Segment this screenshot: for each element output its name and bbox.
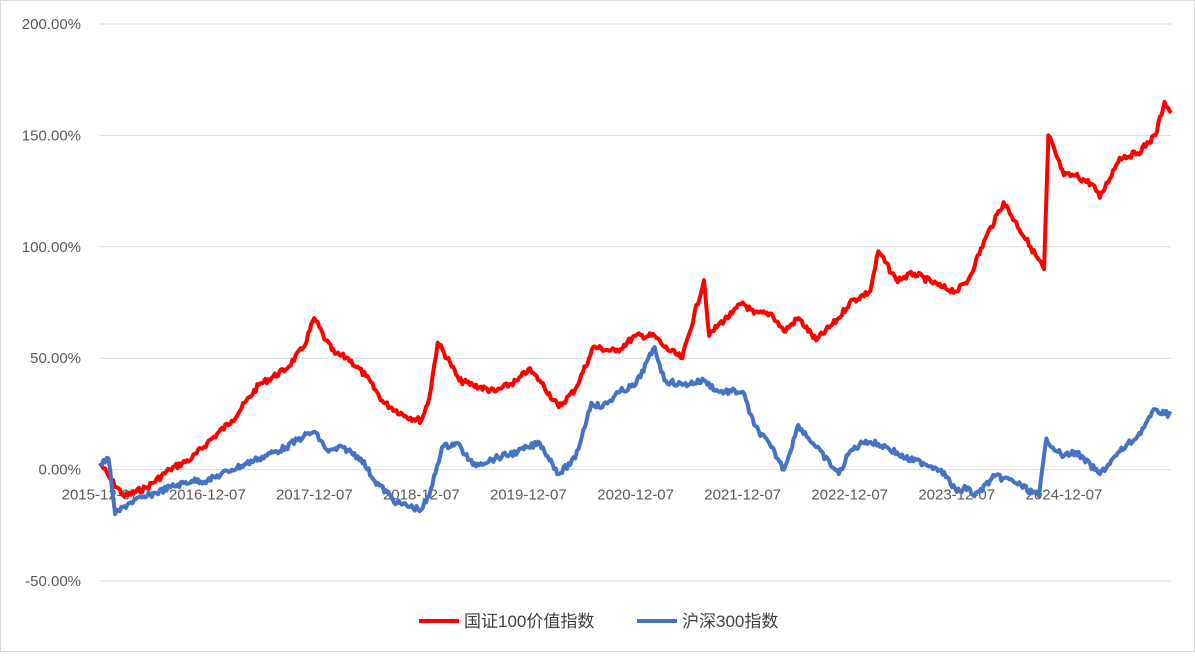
x-tick-label: 2019-12-07 (490, 487, 567, 504)
series-line-0 (98, 100, 1173, 499)
gridlines (100, 23, 1171, 582)
y-tick-label: -50.00% (25, 573, 81, 590)
y-tick-label: 200.00% (22, 16, 81, 33)
x-axis-tick-labels: 2015-12-07 2016-12-07 2017-12-07 2018-12-07… (62, 487, 1103, 504)
legend-label-0: 国证100价值指数 (464, 612, 594, 631)
y-tick-label: 0.00% (38, 462, 81, 479)
x-tick-label: 2017-12-07 (276, 487, 353, 504)
y-tick-label: 50.00% (30, 350, 81, 367)
y-tick-label: 150.00% (22, 127, 81, 144)
x-tick-label: 2022-12-07 (811, 487, 888, 504)
x-tick-label: 2018-12-07 (383, 487, 460, 504)
legend-label-1: 沪深300指数 (682, 612, 778, 631)
legend: 国证100价值指数 沪深300指数 (419, 612, 778, 631)
x-tick-label: 2021-12-07 (704, 487, 781, 504)
x-tick-label: 2024-12-07 (1026, 487, 1103, 504)
y-axis-tick-labels: 200.00% 150.00% 100.00% 50.00% 0.00% -50.00% (22, 16, 81, 590)
x-tick-label: 2016-12-07 (169, 487, 246, 504)
y-tick-label: 100.00% (22, 239, 81, 256)
x-tick-label: 2020-12-07 (597, 487, 674, 504)
series-lines (98, 100, 1173, 517)
series-line-1 (99, 345, 1173, 517)
